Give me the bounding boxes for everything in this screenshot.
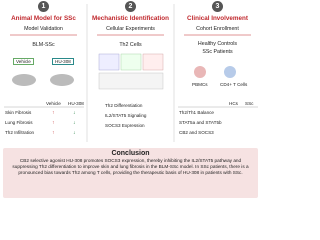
table-header: HCs (229, 101, 238, 106)
cells-label: Th2 Cells (119, 42, 142, 48)
cell: ↑ (52, 129, 55, 136)
step-number: 3 (212, 1, 223, 12)
cell: ↑ (52, 119, 55, 126)
panel-title: Animal Model for SSc (11, 15, 76, 22)
panel-subtitle: Cellular Experiments (106, 26, 155, 32)
list-item: IL2/STAT5 Signaling (105, 113, 147, 118)
group-label: Vehicle (13, 58, 34, 65)
group-label: HU-308 (52, 58, 74, 65)
conclusion-title: Conclusion (111, 150, 150, 157)
row-label: Skin Fibrosis (5, 110, 32, 115)
cd4-icon (224, 66, 236, 78)
panel-title: Clinical Involvement (187, 15, 248, 22)
panel-subtitle: Model Validation (24, 26, 63, 32)
conclusion-box: Conclusion CB2 selective agonist HU-308 … (3, 148, 258, 198)
pbmc-icon (194, 66, 206, 78)
mouse (12, 74, 36, 86)
list-item: SOCS3 Expression (105, 123, 145, 128)
step-number: 1 (38, 1, 49, 12)
table-header: HU-308 (68, 101, 84, 106)
table-header: SSc (245, 101, 254, 106)
cell: ↓ (73, 109, 76, 116)
cohort-label: SSc Patients (202, 49, 233, 55)
model-label: BLM-SSc (32, 42, 55, 48)
plot (142, 53, 164, 71)
sample-label: CD4+ T Cells (220, 82, 248, 87)
row-label: CB2 and SOCS3 (179, 130, 214, 135)
table-header: Vehicle (46, 101, 61, 106)
cell: ↑ (52, 109, 55, 116)
graphics (4, 4, 258, 142)
cohort-label: Healthy Controls (197, 41, 238, 47)
row-label: Lung Fibrosis (5, 120, 33, 125)
panel-title: Mechanistic Identification (92, 15, 169, 22)
plot (120, 53, 142, 71)
row-label: STAT5a and STAT5b (179, 120, 222, 125)
cell: ↓ (73, 129, 76, 136)
blot (98, 72, 164, 90)
list-item: Th2 Differentiation (105, 103, 143, 108)
page: 1 2 3 Animal Model for SSc Mechanistic I… (3, 1, 258, 198)
conclusion-text: CB2 selective agonist HU-308 promotes SO… (12, 158, 249, 175)
row-label: Th2/Th1 Balance (179, 110, 214, 115)
plot (98, 53, 120, 71)
panel-subtitle: Cohort Enrollment (196, 26, 239, 32)
step-number: 2 (125, 1, 136, 12)
row-label: Th2 Infiltration (5, 130, 35, 135)
mouse (50, 74, 74, 86)
sample-label: PBMCs (192, 82, 208, 87)
cell: ↓ (73, 119, 76, 126)
